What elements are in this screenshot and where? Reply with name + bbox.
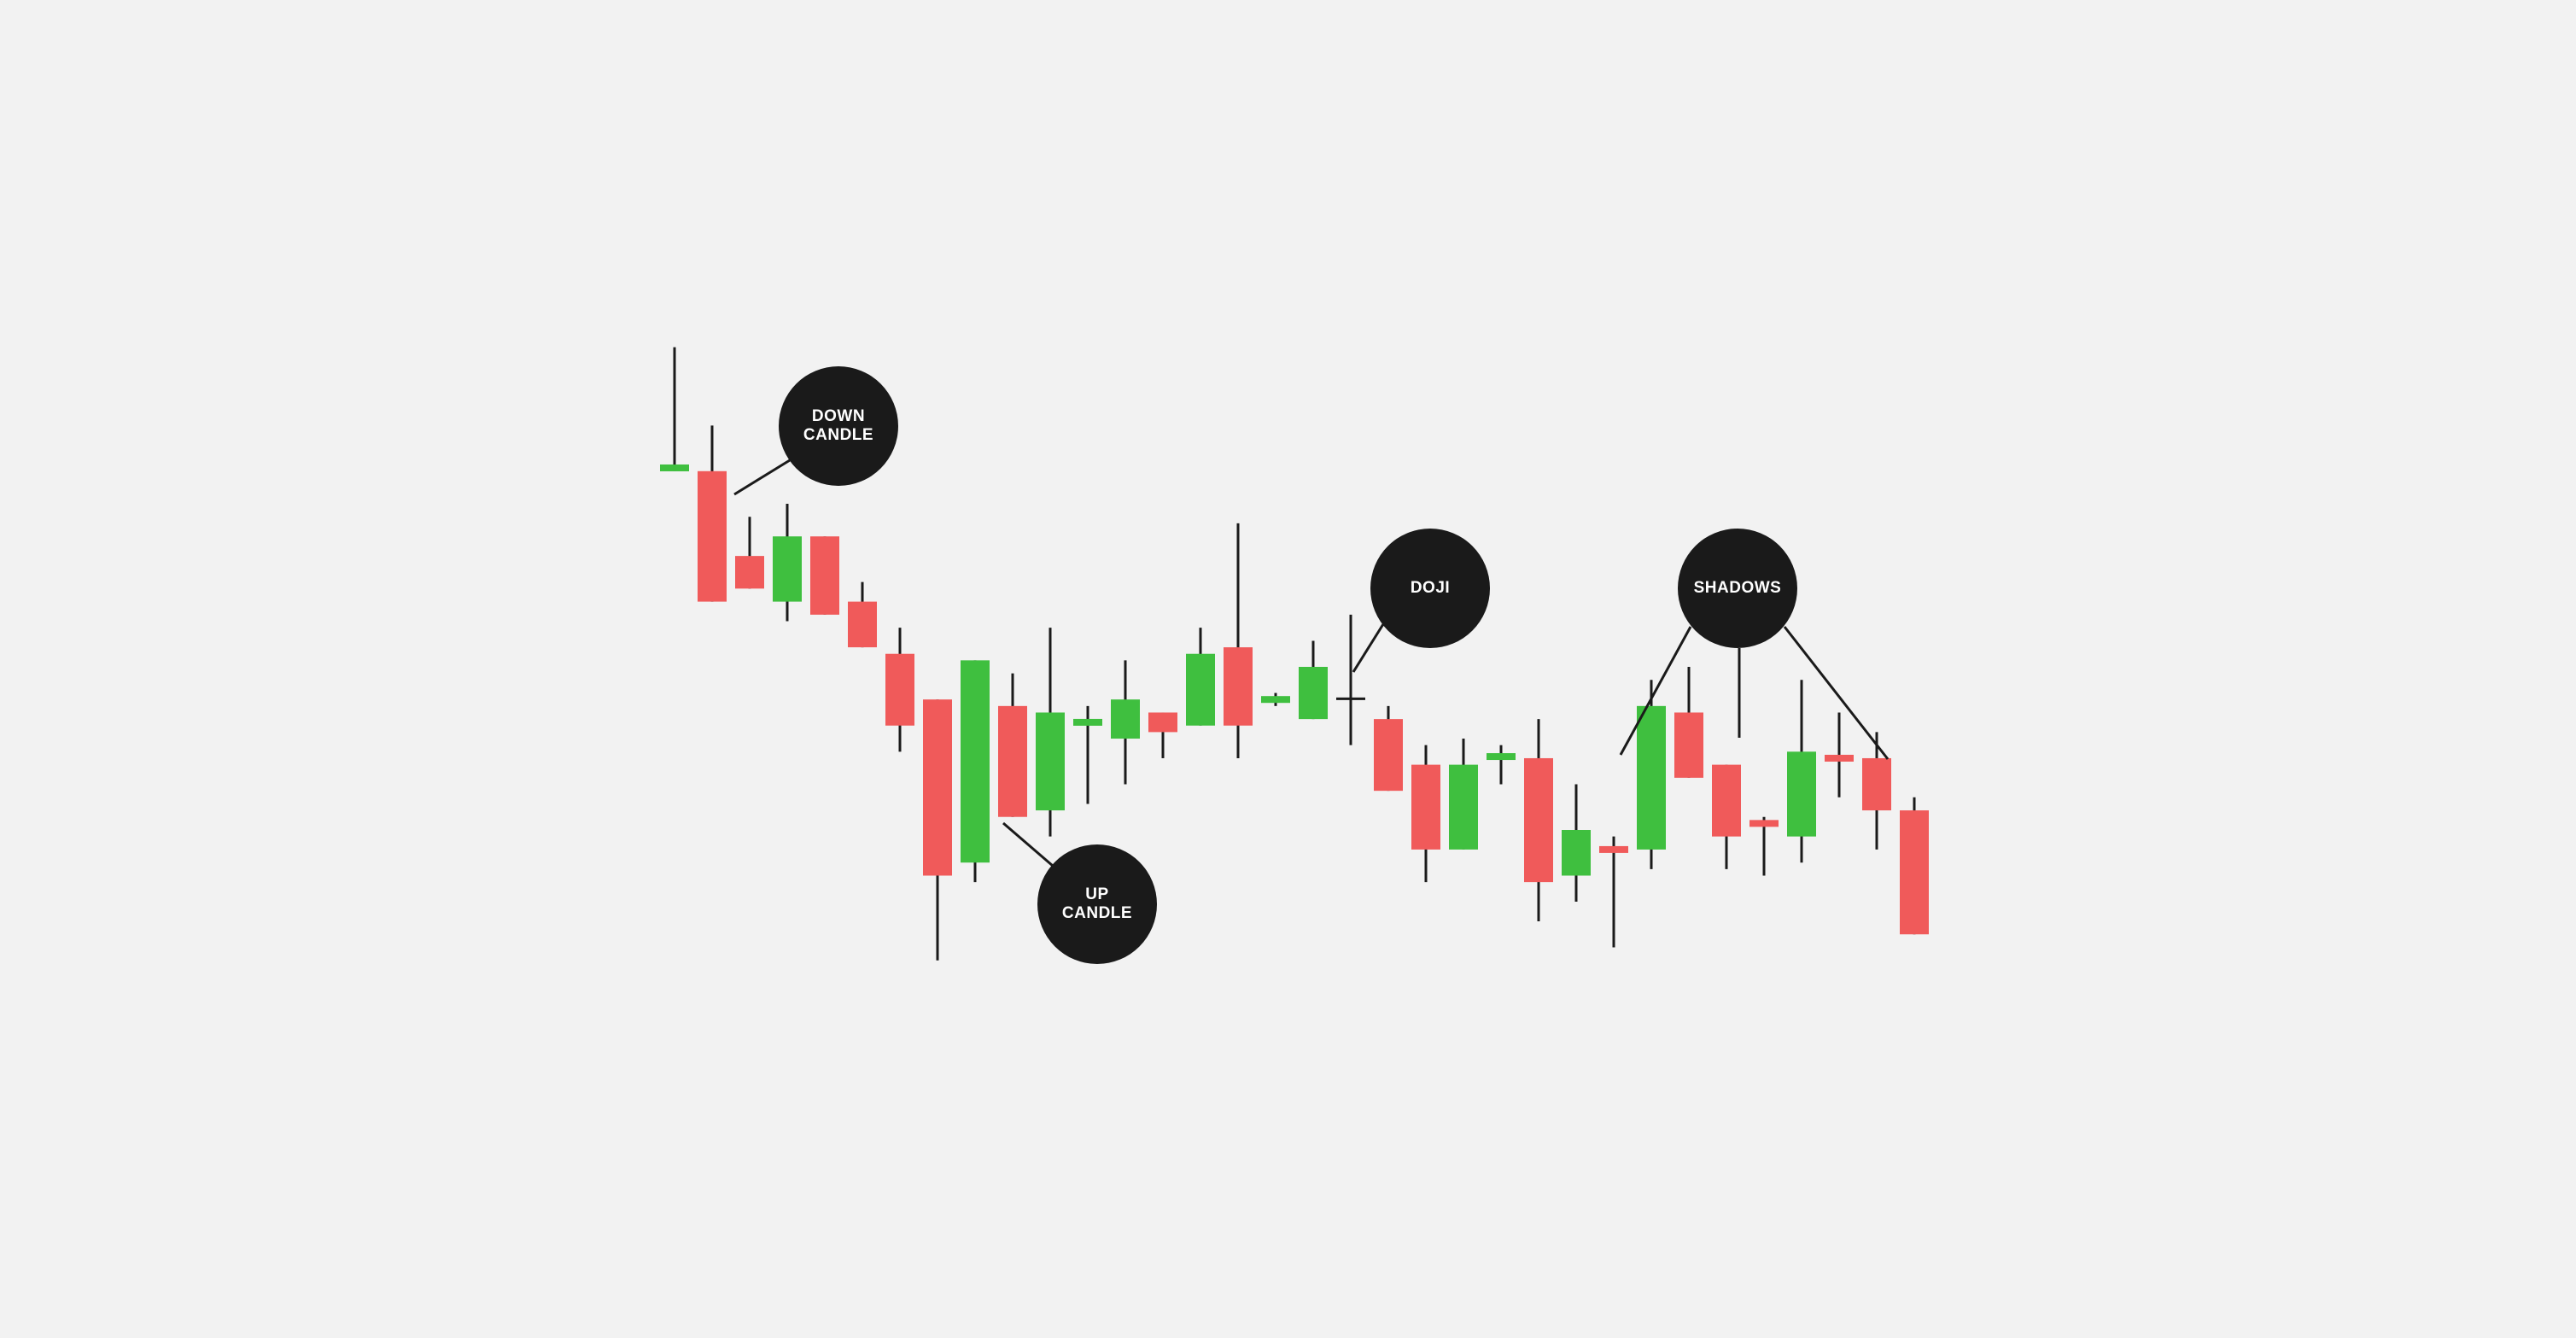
candle-body	[735, 556, 764, 588]
down-candle-label: DOWN	[811, 407, 864, 425]
candle-body	[1487, 753, 1516, 760]
candle-body	[998, 706, 1027, 817]
candle-body	[1562, 830, 1591, 875]
candle-body	[1073, 719, 1102, 726]
candle-body	[1224, 647, 1253, 726]
candle-body	[1111, 699, 1140, 739]
candle-body	[885, 654, 914, 726]
candle-body	[698, 471, 727, 602]
candle-body	[961, 660, 990, 862]
candle-body	[1148, 712, 1177, 732]
up-candle-label: UP	[1085, 885, 1108, 903]
candle-body	[1712, 765, 1741, 837]
candle-body	[1900, 810, 1929, 934]
chart-svg: DOWNCANDLEUPCANDLEDOJISHADOWS	[645, 332, 1932, 1002]
candle-body	[1862, 758, 1891, 810]
candle-body	[1749, 820, 1779, 827]
candle-body	[1374, 719, 1403, 791]
candle-body	[923, 699, 952, 875]
down-candle-label: CANDLE	[803, 426, 873, 444]
doji-label: DOJI	[1410, 579, 1449, 597]
candle-body	[1787, 751, 1816, 836]
candle-body	[848, 602, 877, 647]
candle-body	[660, 465, 689, 471]
candle-body	[1599, 846, 1628, 853]
candle-body	[1186, 654, 1215, 726]
candle-body	[1036, 712, 1065, 810]
candle-body	[1261, 696, 1290, 703]
candle-body	[1299, 667, 1328, 719]
candle-body	[1825, 755, 1854, 762]
candle-body	[773, 536, 802, 601]
candle-body	[1524, 758, 1553, 882]
candle-body	[1637, 706, 1666, 850]
candle-body	[1449, 765, 1478, 850]
candle-body	[1411, 765, 1440, 850]
candle-body	[810, 536, 839, 615]
up-candle-label: CANDLE	[1061, 904, 1131, 922]
shadows-label: SHADOWS	[1693, 579, 1781, 597]
candlestick-chart: DOWNCANDLEUPCANDLEDOJISHADOWS	[645, 332, 1932, 1006]
candle-body	[1674, 712, 1703, 777]
